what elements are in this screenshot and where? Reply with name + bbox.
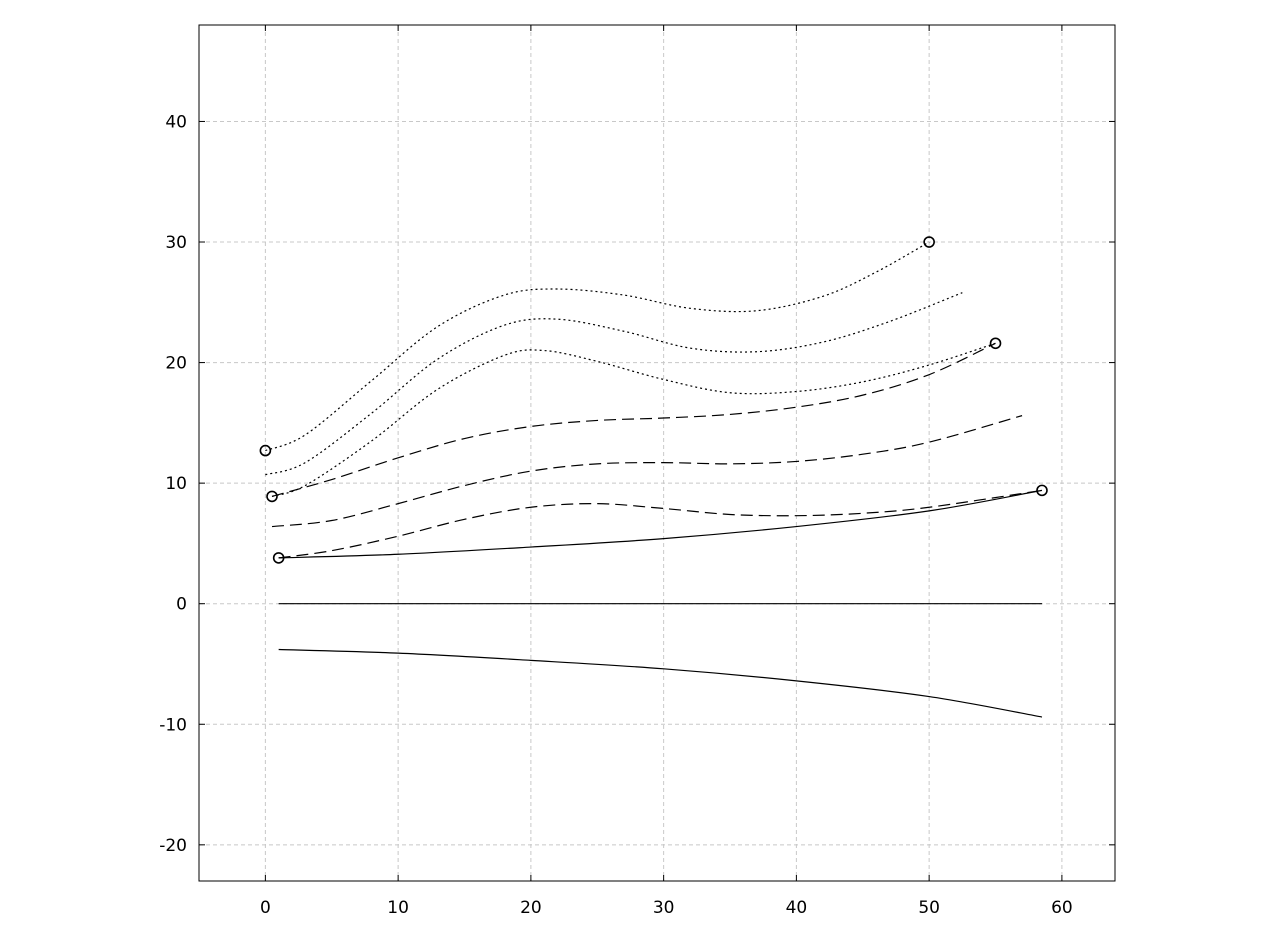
- data-point-marker: [923, 236, 935, 248]
- series-line-1: [265, 241, 930, 452]
- y-tick-label: 20: [165, 354, 187, 374]
- series-line-5: [271, 415, 1023, 528]
- y-tick-label: -10: [159, 715, 187, 735]
- data-point-marker: [1036, 484, 1048, 497]
- series-line-4: [271, 342, 996, 497]
- x-tick-label: 60: [1051, 898, 1073, 918]
- series-line-2: [265, 292, 963, 476]
- x-tick-label: 0: [260, 898, 271, 918]
- data-point-marker: [266, 490, 278, 503]
- y-tick-label: 30: [165, 233, 187, 253]
- data-curves: [265, 241, 1043, 718]
- x-tick-label: 20: [520, 898, 542, 918]
- data-point-marker: [989, 337, 1002, 350]
- x-tick-label: 30: [653, 898, 675, 918]
- x-tick-label: 50: [918, 898, 940, 918]
- plot-frame: [198, 24, 1116, 882]
- y-tick-label: 10: [165, 474, 187, 494]
- y-tick-label: 40: [165, 112, 187, 132]
- series-line-3: [271, 342, 996, 497]
- x-tick-label: 40: [786, 898, 808, 918]
- grid-lines: [199, 25, 1115, 881]
- data-markers: [259, 236, 1048, 564]
- data-point-marker: [272, 552, 285, 564]
- tick-labels: 0 10 20 30 40 50 60 -20 -10 0 10 20 30 40: [159, 112, 1073, 918]
- x-tick-label: 10: [387, 898, 409, 918]
- axis-ticks: [199, 25, 1115, 881]
- series-line-7: [278, 489, 1043, 559]
- series-line-6: [278, 489, 1043, 559]
- data-point-marker: [259, 444, 272, 457]
- y-tick-label: 0: [176, 595, 187, 615]
- y-tick-label: -20: [159, 836, 187, 856]
- series-line-9: [278, 648, 1043, 718]
